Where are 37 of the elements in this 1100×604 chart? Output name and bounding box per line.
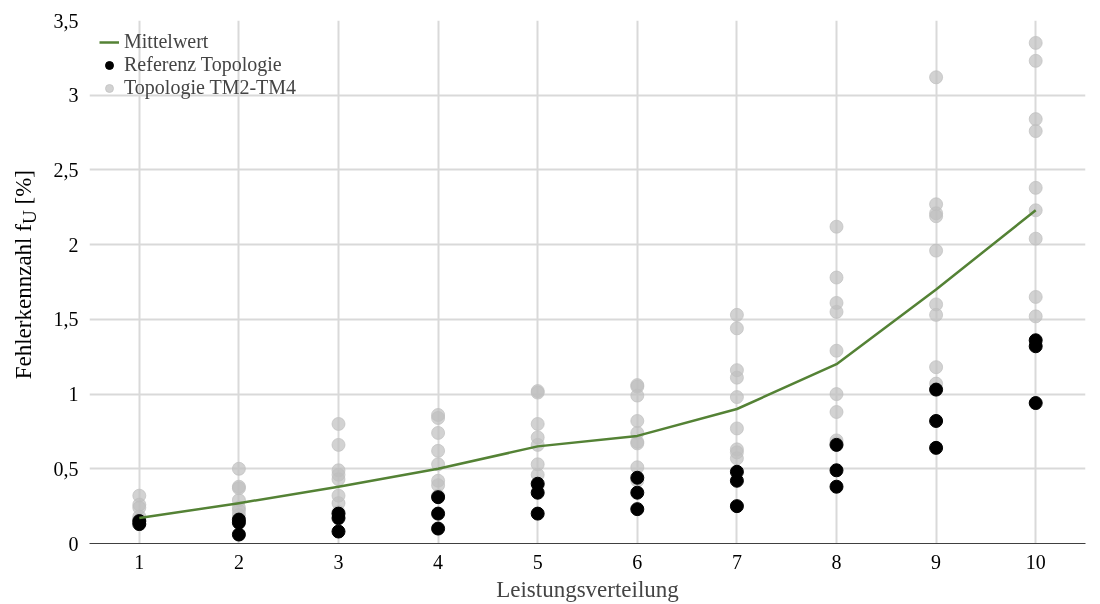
point [829,463,844,478]
point [331,524,346,539]
y-tick-label: 1 [68,383,79,406]
y-tick-label: 1,5 [53,308,79,331]
legend-label: Referenz Topologie [124,53,282,76]
point [431,506,446,521]
x-tick-label: 5 [532,550,543,573]
point [929,382,944,397]
point [630,502,645,517]
point [729,499,744,514]
y-tick-label: 0,5 [53,457,79,480]
x-tick-label: 7 [731,550,742,573]
legend-label: Mittelwert [124,30,209,53]
x-tick-label: 6 [632,550,643,573]
x-tick-label: 9 [931,550,942,573]
y-tick-label: 0 [68,532,79,555]
y-tick-label: 3,5 [53,9,79,32]
point [431,521,446,536]
point [231,527,246,542]
point [530,506,545,521]
point [729,464,744,479]
point [929,440,944,455]
point [1028,396,1043,411]
legend-label: Topologie TM2-TM4 [124,76,297,99]
y-tick-label: 2 [68,233,79,256]
y-tick-label: 3 [68,84,79,107]
x-tick-label: 10 [1025,550,1046,573]
point [829,479,844,494]
x-tick-label: 3 [333,550,344,573]
point [630,485,645,500]
x-tick-label: 4 [433,550,444,573]
y-tick-label: 2,5 [53,158,79,181]
x-tick-label: 8 [831,550,842,573]
x-axis-title: Leistungsverteilung [496,576,680,602]
x-tick-label: 1 [134,550,145,573]
x-tick-label: 2 [233,550,244,573]
point [929,413,944,428]
